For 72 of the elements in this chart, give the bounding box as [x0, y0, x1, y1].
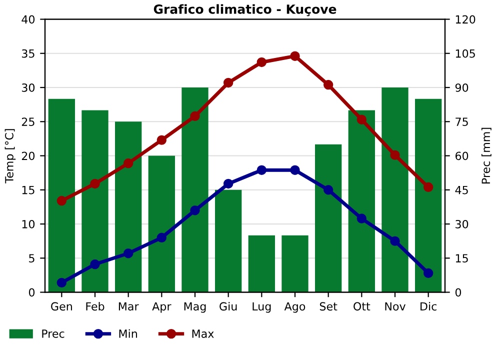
bar	[115, 122, 142, 292]
y2-tick-label: 60	[456, 152, 468, 160]
point	[323, 185, 334, 195]
x-tick-label: Giu	[220, 302, 237, 311]
bar	[315, 144, 342, 292]
point	[356, 114, 367, 124]
point	[356, 214, 367, 224]
y2-tick-label: 15	[456, 254, 468, 263]
legend-label: Min	[119, 329, 137, 338]
point	[223, 178, 234, 189]
y2-tick-label: 45	[455, 186, 468, 194]
x-tick-label: Apr	[152, 302, 172, 313]
point	[256, 57, 267, 68]
point	[56, 278, 67, 288]
y-tick-label: 10	[22, 220, 35, 228]
chart-title: Grafico climatico - Kuçove	[154, 4, 336, 16]
bar	[282, 235, 308, 292]
point	[190, 111, 200, 122]
x-tick-label: Lug	[252, 302, 271, 313]
y-axis-title: Temp [°C]	[4, 129, 16, 184]
point	[290, 51, 300, 61]
bar	[48, 98, 75, 292]
point	[223, 78, 234, 88]
y2-tick-label: 105	[456, 49, 475, 58]
point	[290, 165, 300, 175]
y-tick-label: 5	[29, 254, 34, 263]
y-tick-label: 35	[22, 49, 34, 58]
x-tick-label: Nov	[385, 302, 406, 311]
y2-axis-title: Prec [mm]	[481, 128, 492, 184]
point	[90, 259, 100, 270]
point	[156, 232, 167, 243]
bar	[182, 88, 208, 292]
x-tick-label: Dic	[420, 302, 437, 311]
y-tick-label: 25	[22, 118, 34, 126]
y-tick-label: 20	[22, 152, 35, 160]
legend-label: Prec	[42, 330, 64, 338]
point	[256, 165, 267, 175]
y2-tick-label: 0	[455, 288, 462, 297]
bar	[348, 110, 375, 292]
x-tick-label: Ago	[284, 302, 306, 313]
point	[123, 158, 134, 168]
legend-label: Max	[192, 330, 214, 338]
y-tick-label: 30	[22, 83, 35, 92]
y-tick-label: 0	[28, 288, 35, 297]
x-tick-label: Feb	[86, 302, 104, 311]
bar	[382, 88, 408, 292]
point	[323, 80, 334, 90]
bar	[82, 110, 108, 292]
y2-tick-label: 30	[456, 220, 468, 228]
point	[156, 135, 167, 145]
point	[423, 268, 434, 278]
point	[423, 182, 434, 192]
point	[90, 178, 100, 189]
y-tick-label: 15	[22, 186, 34, 194]
bar	[148, 156, 175, 292]
y2-tick-label: 90	[455, 83, 468, 92]
x-tick-label: Gen	[51, 302, 72, 311]
x-tick-label: Ott	[354, 302, 370, 311]
x-tick-label: Mag	[184, 302, 206, 313]
x-tick-label: Mar	[118, 302, 139, 311]
bar	[215, 190, 242, 292]
point	[123, 248, 134, 258]
bar	[248, 235, 275, 292]
x-tick-label: Set	[320, 302, 338, 311]
y2-tick-label: 120	[456, 15, 476, 24]
point	[190, 205, 200, 216]
point	[56, 196, 67, 206]
point	[390, 150, 400, 160]
y2-tick-label: 75	[456, 118, 468, 126]
point	[390, 236, 400, 246]
y-tick-label: 40	[22, 15, 35, 24]
bar	[415, 98, 442, 292]
